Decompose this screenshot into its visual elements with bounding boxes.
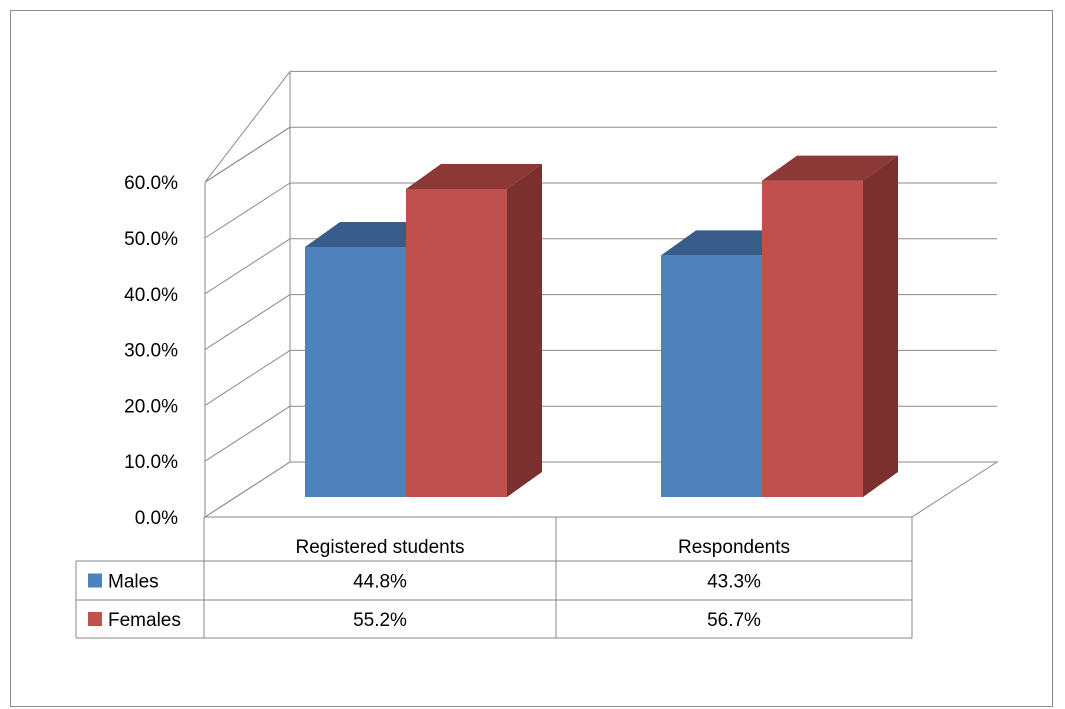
gridline-side — [204, 182, 291, 239]
legend-entry: Females — [108, 610, 181, 631]
bar-top — [762, 155, 898, 181]
y-tick-label: 20.0% — [124, 396, 178, 417]
bar-front — [661, 255, 762, 497]
data-label: 56.7% — [707, 610, 761, 631]
y-tick-label: 40.0% — [124, 285, 178, 306]
x-category-label: Respondents — [678, 537, 790, 558]
bar-front — [762, 180, 863, 497]
legend-key-males — [88, 573, 102, 588]
data-label: 55.2% — [353, 610, 407, 631]
gridline-side — [204, 71, 291, 183]
chart-frame — [10, 10, 1053, 707]
bar-top — [406, 163, 542, 189]
bar-side — [507, 163, 542, 497]
y-tick-label: 10.0% — [124, 452, 178, 473]
bar-front — [305, 247, 406, 497]
y-tick-label: 50.0% — [124, 229, 178, 250]
gridline-side — [204, 126, 291, 183]
bar-females-1 — [406, 163, 542, 497]
gridline-side — [204, 294, 291, 351]
legend-key-females — [88, 612, 102, 626]
data-table: Registered students Respondents Males 44.8%… — [75, 516, 913, 639]
data-label: 44.8% — [353, 572, 407, 593]
bar-front — [406, 188, 507, 497]
y-tick-label: 60.0% — [124, 173, 178, 194]
bars — [305, 155, 898, 498]
y-tick-label: 0.0% — [135, 508, 178, 529]
y-axis-ticks: 0.0% 10.0% 20.0% 30.0% 40.0% 50.0% 60.0% — [124, 173, 178, 529]
x-category-label: Registered students — [296, 537, 465, 558]
gridline-side — [204, 405, 291, 462]
gridline-side — [204, 349, 291, 406]
data-label: 43.3% — [707, 572, 761, 593]
bar-side — [863, 155, 898, 497]
legend-entry: Males — [108, 572, 159, 593]
gridline-side — [204, 238, 291, 295]
y-tick-label: 30.0% — [124, 341, 178, 362]
bar-females-2 — [762, 155, 898, 497]
gridline-side — [204, 461, 291, 518]
